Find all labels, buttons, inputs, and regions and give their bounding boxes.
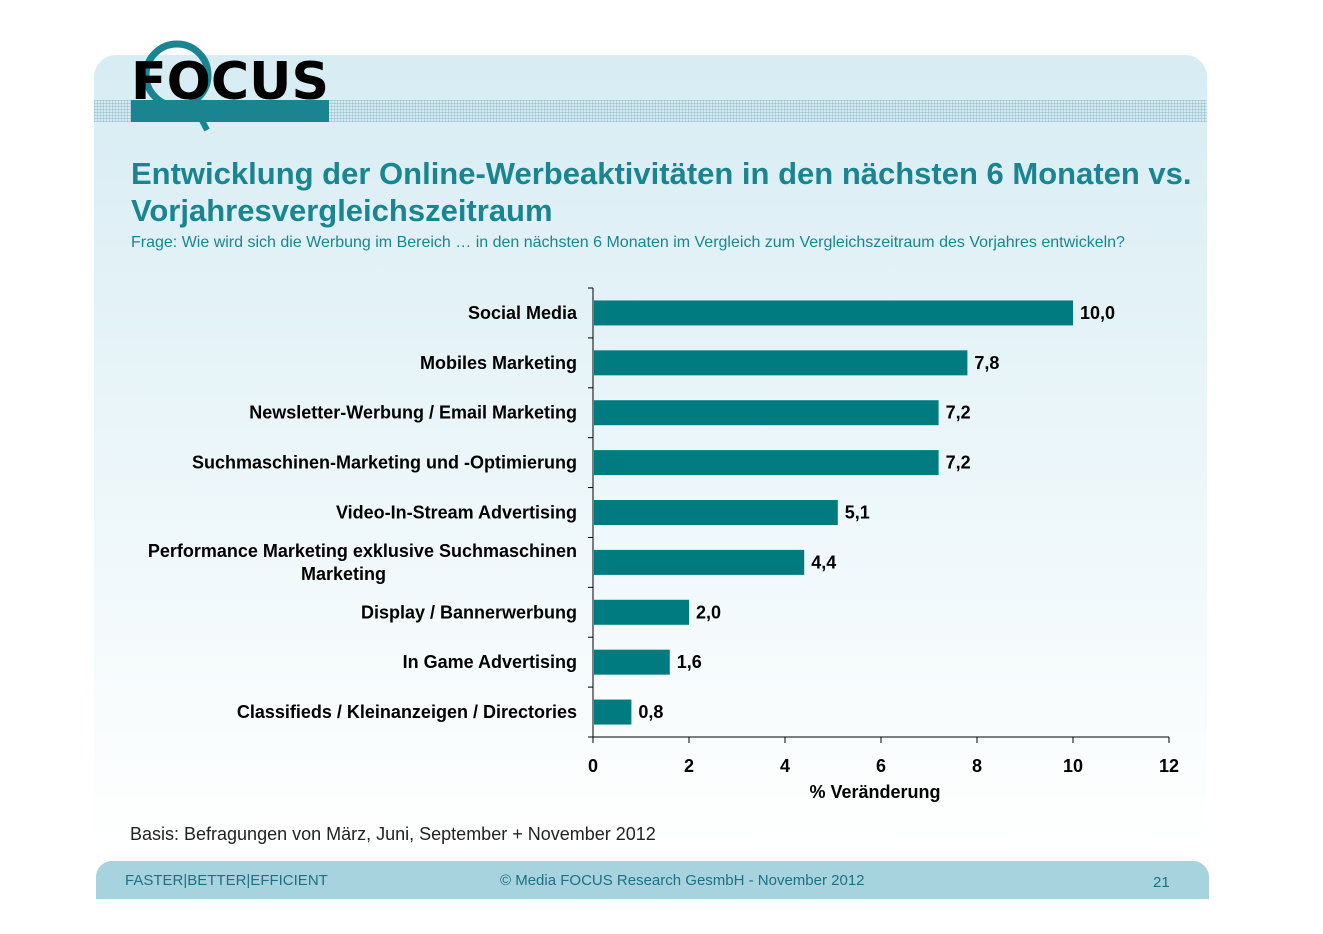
question-text: Frage: Wie wird sich die Werbung im Bere… bbox=[131, 234, 1125, 251]
data-label: 7,2 bbox=[946, 453, 971, 473]
x-tick-label: 4 bbox=[780, 756, 790, 776]
bar bbox=[594, 549, 805, 575]
data-label: 5,1 bbox=[845, 503, 870, 523]
bar bbox=[594, 400, 939, 426]
x-tick-label: 10 bbox=[1063, 756, 1083, 776]
category-label: Marketing bbox=[301, 564, 386, 584]
data-label: 1,6 bbox=[677, 652, 702, 672]
data-label: 0,8 bbox=[638, 702, 663, 722]
bar bbox=[594, 699, 632, 725]
page-number: 21 bbox=[1153, 874, 1170, 891]
category-label: Performance Marketing exklusive Suchmasc… bbox=[148, 541, 577, 561]
slide-background bbox=[94, 55, 1207, 845]
category-label: Newsletter-Werbung / Email Marketing bbox=[249, 403, 577, 423]
logo-text: FOCUS bbox=[131, 52, 329, 112]
header-band bbox=[94, 100, 1207, 122]
basis-note: Basis: Befragungen von März, Juni, Septe… bbox=[130, 824, 656, 844]
x-tick-label: 2 bbox=[684, 756, 694, 776]
data-label: 10,0 bbox=[1080, 303, 1115, 323]
category-label: In Game Advertising bbox=[403, 652, 577, 672]
x-tick-label: 8 bbox=[972, 756, 982, 776]
category-label: Social Media bbox=[468, 303, 578, 323]
magnifier-logo-icon: FOCUS bbox=[131, 40, 329, 132]
page-title: Entwicklung der Online-Werbeaktivitäten … bbox=[131, 156, 1192, 228]
footer-bar: FASTER|BETTER|EFFICIENT © Media FOCUS Re… bbox=[96, 861, 1209, 899]
bar bbox=[594, 649, 670, 675]
bar bbox=[594, 500, 838, 525]
data-label: 7,2 bbox=[946, 403, 971, 423]
x-tick-label: 0 bbox=[588, 756, 598, 776]
footer-copyright: © Media FOCUS Research GesmbH - November… bbox=[500, 872, 865, 889]
x-tick-label: 6 bbox=[876, 756, 886, 776]
bar bbox=[594, 300, 1073, 326]
data-label: 2,0 bbox=[696, 602, 721, 622]
bar bbox=[594, 350, 968, 376]
category-label: Video-In-Stream Advertising bbox=[336, 503, 577, 523]
category-label: Suchmaschinen-Marketing und -Optimierung bbox=[192, 453, 577, 473]
data-label: 7,8 bbox=[974, 353, 999, 373]
bar bbox=[594, 599, 689, 625]
category-label: Classifieds / Kleinanzeigen / Directorie… bbox=[237, 702, 577, 722]
footer-slogan: FASTER|BETTER|EFFICIENT bbox=[125, 872, 328, 889]
x-tick-label: 12 bbox=[1159, 756, 1179, 776]
category-label: Mobiles Marketing bbox=[420, 353, 577, 373]
data-label: 4,4 bbox=[811, 552, 836, 572]
bar bbox=[594, 450, 939, 476]
x-axis-title: % Veränderung bbox=[809, 782, 940, 802]
category-label: Display / Bannerwerbung bbox=[361, 602, 577, 622]
